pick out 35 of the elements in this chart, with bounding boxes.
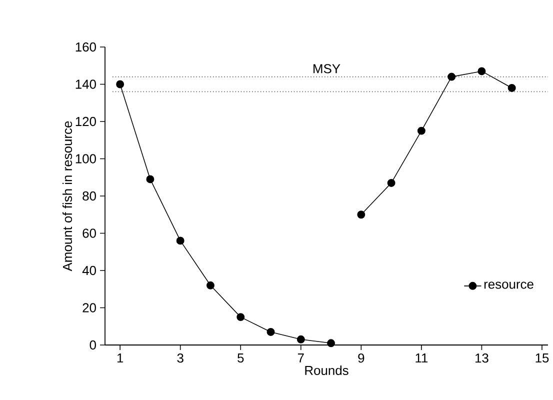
- point: [387, 178, 396, 187]
- y-tick-label: 120: [76, 116, 96, 126]
- ref-line-label: MSY: [314, 64, 340, 74]
- y-tick-label: 160: [76, 42, 96, 52]
- y-tick-label: 140: [76, 80, 96, 89]
- point: [236, 313, 245, 322]
- point: [146, 175, 154, 184]
- x-tick-label: 7: [298, 354, 304, 362]
- point: [176, 236, 184, 245]
- x-tick-label: 1: [117, 354, 124, 362]
- x-tick-label: 11: [416, 354, 428, 362]
- point: [296, 335, 305, 344]
- point: [327, 339, 336, 348]
- point: [357, 210, 366, 219]
- x-tick-label: 5: [238, 354, 244, 363]
- x-tick-label: 3: [177, 354, 184, 363]
- point: [417, 126, 426, 135]
- x-tick-label: 13: [475, 354, 488, 363]
- x-axis-title: Rounds: [305, 366, 348, 376]
- y-tick-label: 60: [82, 228, 96, 238]
- point: [448, 72, 456, 81]
- y-tick-label: 100: [76, 154, 96, 164]
- point: [206, 281, 214, 290]
- point: [478, 67, 486, 76]
- legend-label: resource: [484, 282, 534, 289]
- y-tick-label: 80: [82, 191, 96, 201]
- y-tick-label: 0: [90, 340, 96, 350]
- x-tick-label: 15: [536, 354, 549, 363]
- point: [266, 328, 275, 336]
- y-tick-label: 20: [82, 303, 96, 312]
- y-axis-title: Amount of fish in resource: [62, 121, 72, 272]
- x-tick-label: 9: [358, 354, 364, 363]
- point: [508, 84, 516, 92]
- y-tick-label: 40: [82, 266, 96, 276]
- point: [116, 80, 124, 88]
